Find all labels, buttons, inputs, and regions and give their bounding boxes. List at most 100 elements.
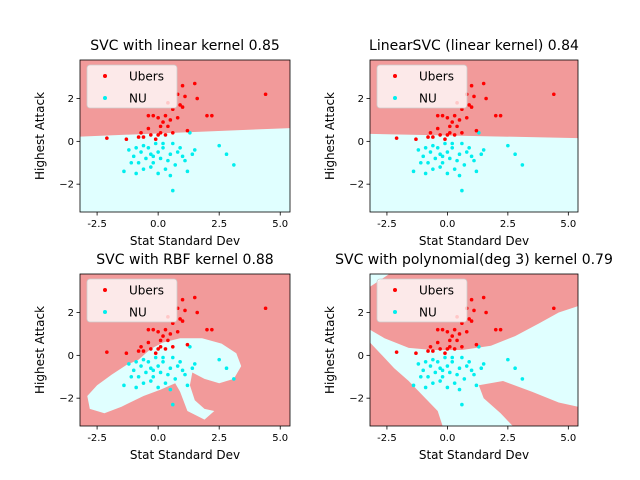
nu-point	[156, 150, 160, 154]
nu-point	[450, 141, 455, 146]
legend-marker	[103, 74, 107, 78]
y-tick-label: 2	[68, 308, 74, 319]
nu-point	[151, 368, 156, 373]
legend-marker	[393, 288, 397, 292]
legend-label: NU	[129, 92, 147, 106]
legend: Ubers NU	[376, 278, 468, 323]
nu-point	[168, 173, 173, 178]
axes-frame	[369, 273, 579, 427]
nu-point	[139, 364, 143, 368]
x-tick-label: 2.5	[211, 433, 227, 444]
x-tick-label: 2.5	[211, 219, 227, 230]
x-axis-label: Stat Standard Dev	[419, 448, 529, 462]
y-tick-label: −2	[349, 180, 364, 191]
nu-point	[423, 171, 428, 176]
nu-point	[158, 156, 163, 161]
nu-point	[416, 362, 421, 366]
y-tick-label: −2	[59, 394, 74, 405]
ubers-point	[185, 342, 190, 347]
nu-point	[173, 163, 178, 167]
nu-point	[443, 141, 447, 146]
ubers-point	[435, 126, 440, 131]
ubers-point	[440, 113, 445, 118]
ubers-point	[457, 118, 462, 122]
ubers-point	[493, 113, 498, 118]
ubers-point	[205, 327, 209, 332]
nu-point	[426, 374, 430, 379]
y-tick-label: 2	[68, 94, 74, 105]
ubers-point	[149, 133, 153, 137]
nu-point	[185, 169, 190, 174]
ubers-point	[464, 330, 469, 334]
ubers-point	[210, 327, 214, 332]
nu-point	[460, 188, 464, 193]
nu-point	[190, 366, 195, 370]
nu-point	[127, 148, 131, 152]
y-tick-label: −2	[59, 180, 74, 191]
y-axis-label: Highest Attack	[33, 92, 47, 180]
nu-point	[161, 355, 165, 360]
subplot-title: SVC with RBF kernel 0.88	[96, 252, 273, 268]
ubers-point	[481, 81, 486, 86]
legend-marker	[103, 288, 107, 292]
nu-point	[477, 130, 481, 135]
nu-point	[192, 362, 197, 366]
nu-point	[183, 372, 187, 377]
ubers-point	[426, 135, 430, 139]
legend-label: Ubers	[129, 70, 164, 84]
x-tick-label: 5.0	[560, 219, 576, 230]
nu-point	[166, 158, 170, 163]
nu-point	[170, 355, 175, 360]
nu-point	[431, 381, 435, 385]
nu-point	[433, 370, 438, 375]
ubers-point	[450, 334, 455, 338]
nu-point	[428, 150, 433, 154]
nu-point	[457, 152, 462, 156]
nu-point	[448, 370, 452, 375]
nu-point	[149, 165, 153, 169]
ubers-point	[431, 349, 435, 353]
nu-point	[426, 160, 430, 165]
subplot-3: -2.5 0.0 2.5 5.0 −2 0 2 SVC with RBF kernel 0.8…	[33, 252, 291, 462]
nu-point	[161, 141, 165, 146]
nu-point	[190, 152, 195, 156]
ubers-point	[136, 349, 141, 353]
ubers-point	[124, 351, 129, 356]
ubers-point	[163, 327, 168, 332]
nu-point	[513, 152, 517, 156]
nu-point	[144, 370, 148, 375]
nu-point	[455, 372, 459, 377]
ubers-point	[124, 137, 129, 142]
nu-point	[445, 364, 450, 368]
nu-point	[455, 158, 459, 163]
ubers-point	[467, 103, 471, 107]
ubers-point	[435, 113, 440, 118]
nu-point	[188, 344, 192, 349]
nu-point	[141, 143, 146, 148]
nu-point	[136, 160, 141, 165]
ubers-point	[136, 135, 141, 139]
nu-region	[370, 306, 578, 426]
nu-point	[168, 387, 173, 392]
nu-point	[217, 143, 221, 148]
ubers-point	[481, 295, 486, 300]
ubers-point	[156, 133, 160, 137]
nu-point	[421, 154, 426, 159]
ubers-point	[394, 136, 399, 140]
decision-regions	[370, 60, 578, 212]
ubers-point	[452, 113, 457, 118]
ubers-point	[414, 351, 418, 356]
nu-point	[156, 364, 160, 368]
legend-box	[376, 278, 468, 323]
ubers-point	[460, 130, 464, 135]
ubers-point	[156, 330, 160, 334]
nu-point	[464, 364, 469, 368]
x-tick-label: 0.0	[439, 433, 455, 444]
nu-point	[134, 145, 138, 150]
ubers-point	[149, 347, 153, 351]
nu-point	[513, 366, 517, 370]
nu-point	[146, 359, 151, 364]
ubers-point	[426, 349, 430, 353]
legend-box	[86, 278, 178, 323]
nu-point	[433, 156, 438, 161]
